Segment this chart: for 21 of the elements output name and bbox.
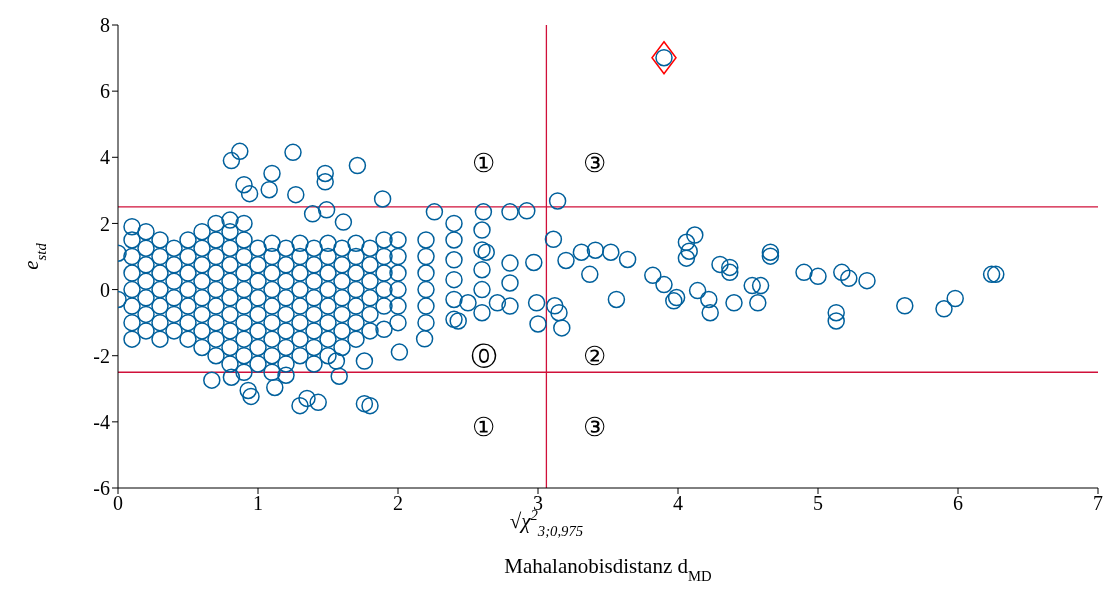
y-tick-label: 8 xyxy=(100,14,110,37)
y-tick-label: 4 xyxy=(100,146,110,169)
annotation: ⓪ xyxy=(470,342,497,372)
x-tick-label: 5 xyxy=(813,492,823,515)
y-tick-label: 0 xyxy=(100,278,110,301)
annotation: ② xyxy=(582,342,606,372)
x-tick-label: 7 xyxy=(1093,492,1103,515)
y-tick-label: -2 xyxy=(93,344,110,367)
annotation: ③ xyxy=(582,413,606,443)
x-axis-title: Mahalanobisdistanz d$_{MD}$ xyxy=(504,554,713,584)
x-tick-label: 2 xyxy=(393,492,403,515)
annotation: ③ xyxy=(582,149,606,179)
y-tick-label: 2 xyxy=(100,212,110,235)
y-tick-label: -6 xyxy=(93,477,110,500)
x-tick-label: 1 xyxy=(253,492,263,515)
x-tick-label: 4 xyxy=(673,492,683,515)
y-tick-label: 6 xyxy=(100,80,110,103)
x-tick-label: 6 xyxy=(953,492,963,515)
y-tick-label: -4 xyxy=(93,410,110,433)
annotation: ① xyxy=(472,149,496,179)
annotation: ① xyxy=(472,413,496,443)
